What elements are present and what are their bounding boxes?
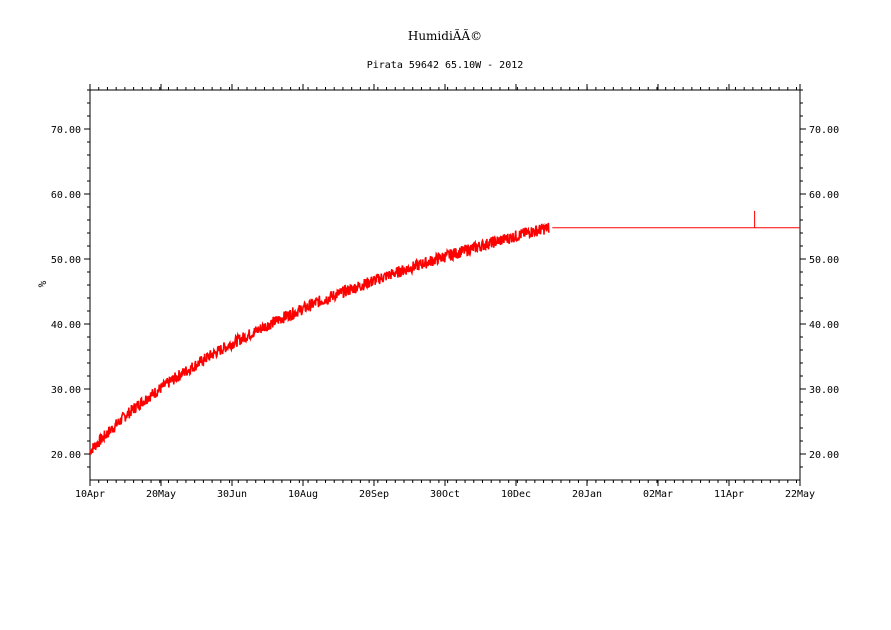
y-tick-label-right: 20.00 — [809, 450, 839, 461]
chart-title: HumidiÃÃ© — [408, 28, 482, 43]
y-tick-label-right: 70.00 — [809, 125, 839, 136]
x-tick-label: 30Oct — [430, 489, 460, 500]
plot-frame — [89, 89, 801, 481]
y-tick-label-left: 70.00 — [51, 125, 81, 136]
y-tick-label-right: 40.00 — [809, 320, 839, 331]
series-line-noisy — [89, 222, 550, 455]
x-tick-label: 10Dec — [501, 489, 531, 500]
x-tick-label: 10Apr — [75, 489, 105, 500]
series-group — [89, 210, 800, 455]
x-tick-label: 11Apr — [714, 489, 744, 500]
x-tick-label: 20May — [146, 489, 176, 500]
y-tick-label-left: 50.00 — [51, 255, 81, 266]
x-tick-label: 20Sep — [359, 489, 389, 500]
y-tick-label-left: 40.00 — [51, 320, 81, 331]
x-tick-label: 30Jun — [217, 489, 247, 500]
y-axis-label: % — [36, 280, 49, 287]
y-tick-label-left: 60.00 — [51, 190, 81, 201]
x-tick-label: 10Aug — [288, 489, 318, 500]
x-tick-label: 02Mar — [643, 489, 673, 500]
y-tick-label-left: 30.00 — [51, 385, 81, 396]
chart-subtitle: Pirata 59642 65.10W - 2012 — [367, 60, 524, 71]
axes: 10Apr 20May 30Jun 10Aug 20Sep 30Oct 10Dec 20Jan… — [51, 84, 839, 500]
x-tick-label: 22May — [785, 489, 815, 500]
series-line-flat — [552, 210, 800, 229]
x-tick-label: 20Jan — [572, 489, 602, 500]
y-tick-label-left: 20.00 — [51, 450, 81, 461]
y-tick-label-right: 60.00 — [809, 190, 839, 201]
y-tick-label-right: 50.00 — [809, 255, 839, 266]
y-tick-label-right: 30.00 — [809, 385, 839, 396]
